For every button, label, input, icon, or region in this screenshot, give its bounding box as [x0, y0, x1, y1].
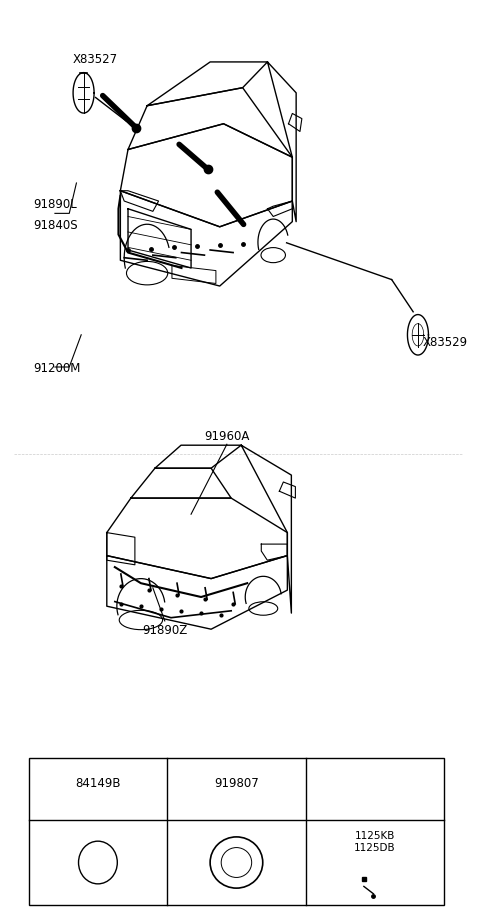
- Text: 91890Z: 91890Z: [142, 623, 187, 636]
- Bar: [29, 758, 444, 905]
- Text: 1125KB
1125DB: 1125KB 1125DB: [354, 830, 396, 853]
- Text: 91840S: 91840S: [34, 219, 78, 232]
- Text: 91200M: 91200M: [34, 361, 81, 374]
- Text: X83529: X83529: [423, 335, 468, 348]
- Text: 919807: 919807: [214, 777, 259, 789]
- Text: 91960A: 91960A: [204, 430, 250, 443]
- Text: 91890L: 91890L: [34, 198, 77, 210]
- Text: 84149B: 84149B: [75, 777, 120, 789]
- Text: X83527: X83527: [73, 53, 118, 66]
